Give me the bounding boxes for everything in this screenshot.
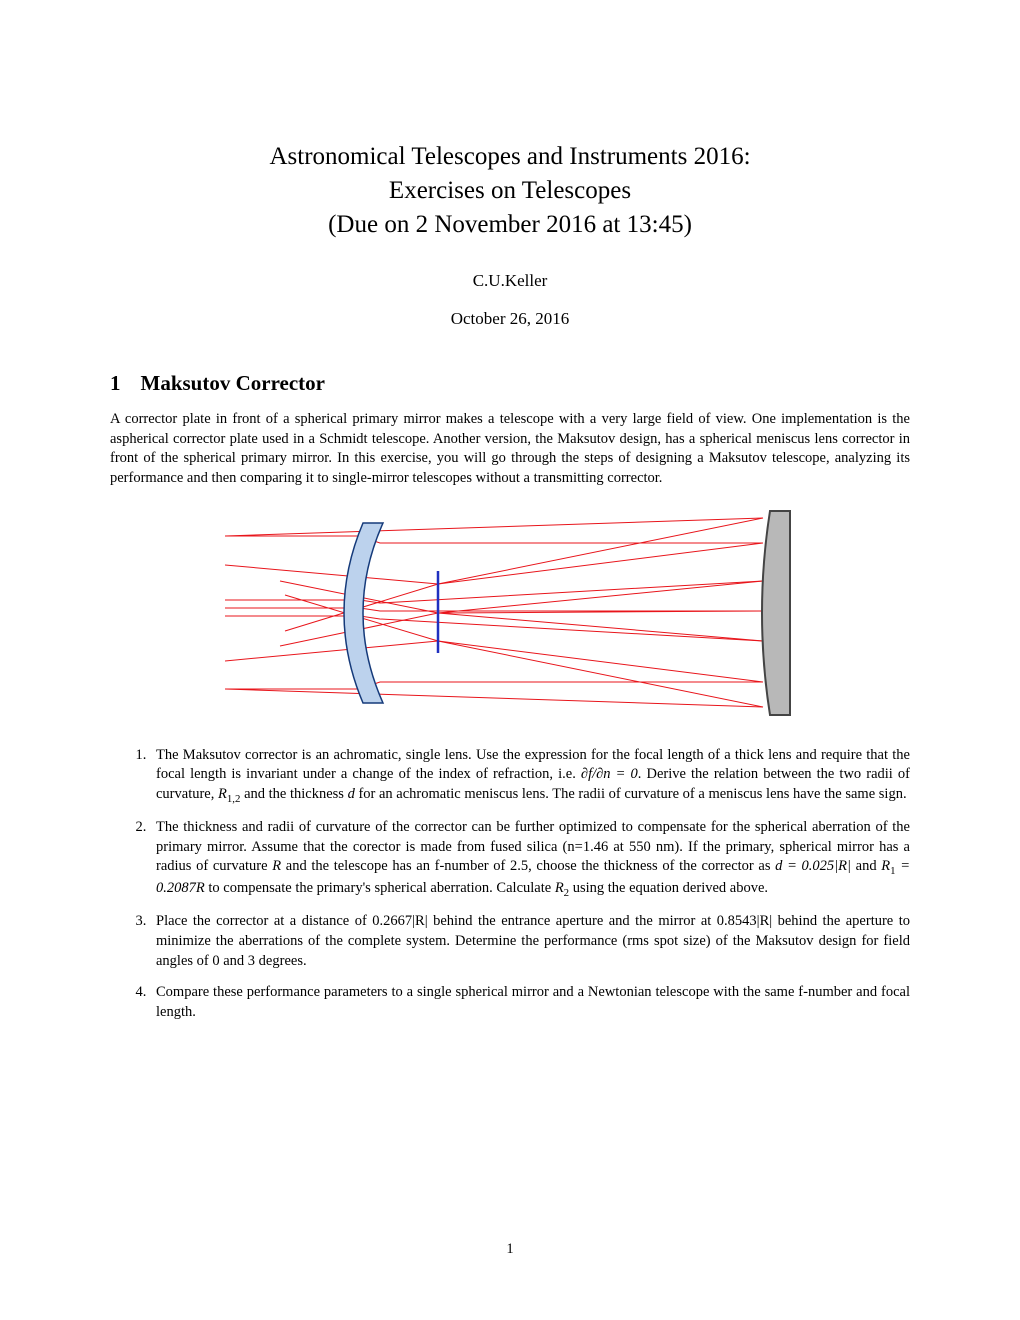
exercise-list: The Maksutov corrector is an achromatic,… [110,746,910,1023]
page-number: 1 [0,1241,1020,1258]
page-title: Astronomical Telescopes and Instruments … [110,140,910,241]
section-number: 1 [110,371,121,396]
optical-diagram [225,501,795,726]
author: C.U.Keller [110,271,910,291]
title-line-2: Exercises on Telescopes [389,177,631,204]
date: October 26, 2016 [110,309,910,329]
page: Astronomical Telescopes and Instruments … [0,0,1020,1320]
exercise-item-4: Compare these performance parameters to … [150,983,910,1022]
section-title: Maksutov Corrector [141,371,325,395]
title-line-1: Astronomical Telescopes and Instruments … [269,143,750,170]
exercise-item-1: The Maksutov corrector is an achromatic,… [150,746,910,807]
exercise-item-2: The thickness and radii of curvature of … [150,818,910,900]
section-heading: 1 Maksutov Corrector [110,371,910,396]
intro-paragraph: A corrector plate in front of a spherica… [110,410,910,488]
title-line-3: (Due on 2 November 2016 at 13:45) [328,211,692,238]
exercise-item-3: Place the corrector at a distance of 0.2… [150,912,910,971]
